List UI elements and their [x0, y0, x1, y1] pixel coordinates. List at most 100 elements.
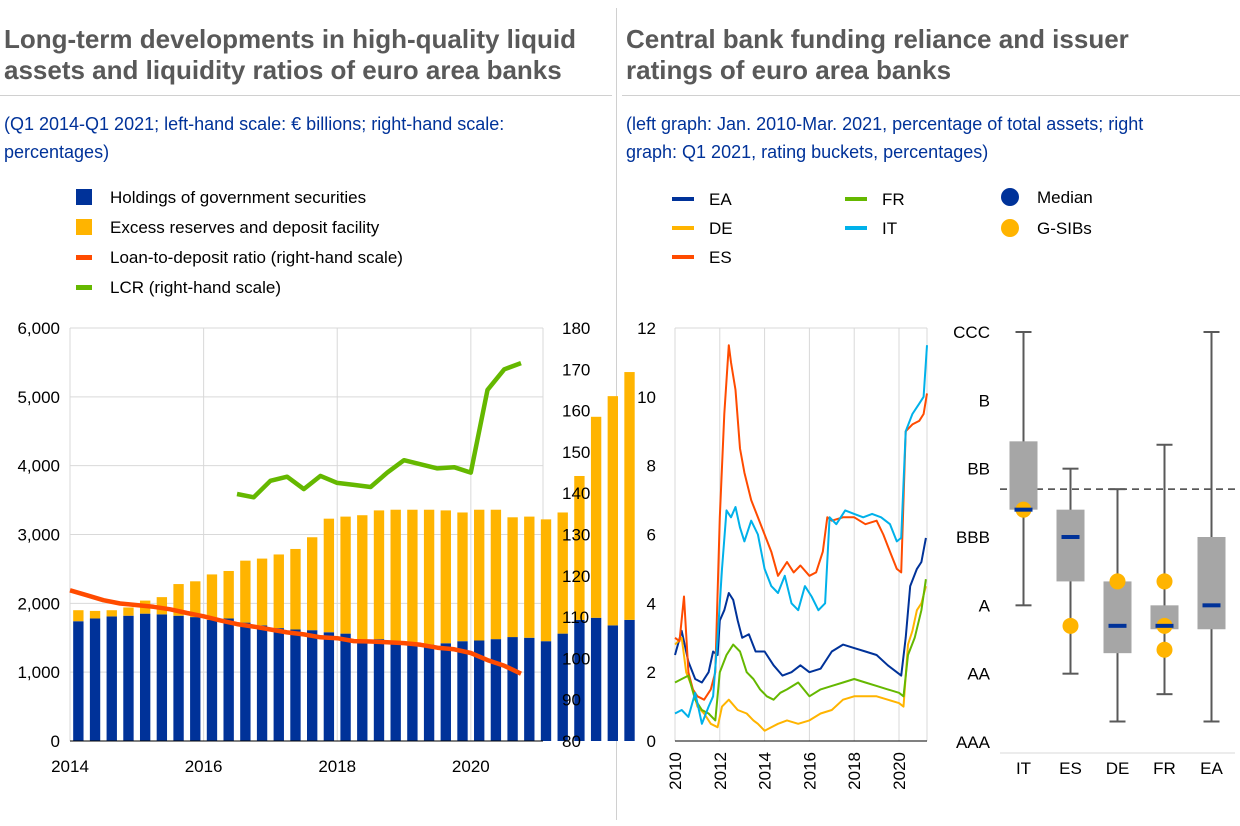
legend-label: Median	[1037, 188, 1093, 207]
bar-excess-reserves	[390, 509, 401, 643]
bar-government-securities	[373, 639, 385, 741]
legend-swatch	[845, 226, 867, 230]
legend-label: LCR (right-hand scale)	[110, 278, 281, 297]
y-right-tick-label: 170	[562, 360, 590, 379]
bar-excess-reserves	[307, 537, 318, 631]
bar-government-securities	[423, 644, 435, 741]
bar-government-securities	[223, 618, 234, 741]
y-right-tick-label: 90	[562, 691, 581, 710]
bar-government-securities	[123, 615, 134, 741]
right-title-divider	[622, 95, 1240, 96]
bar-government-securities	[624, 619, 635, 741]
x-tick-label: 2018	[318, 757, 356, 776]
legend-label: G-SIBs	[1037, 219, 1092, 238]
right-subtitle-line2: graph: Q1 2021, rating buckets, percenta…	[626, 142, 989, 162]
y-right-tick-label: 180	[562, 319, 590, 338]
left-title-line2: assets and liquidity ratios of euro area…	[4, 55, 562, 85]
box	[1197, 537, 1226, 630]
bar-excess-reserves	[423, 509, 435, 645]
legend-swatch	[76, 285, 92, 290]
legend-swatch	[845, 197, 867, 201]
hqla-chart: Holdings of government securities Excess …	[17, 188, 635, 776]
x-tick-label: 2012	[711, 752, 730, 790]
right-title-line2: ratings of euro area banks	[626, 55, 952, 85]
bar-excess-reserves	[574, 475, 585, 620]
bar-government-securities	[540, 641, 552, 741]
y-left-tick-label: 6,000	[17, 319, 60, 338]
bar-government-securities	[106, 616, 117, 741]
y-tick-label: AA	[967, 665, 990, 684]
bar-excess-reserves	[89, 610, 101, 619]
median-marker	[1202, 603, 1221, 608]
median-marker	[1108, 623, 1127, 628]
median-marker	[1014, 507, 1033, 512]
bar-government-securities	[407, 643, 418, 741]
bar-excess-reserves	[590, 416, 602, 618]
y-tick-label: BB	[967, 460, 990, 479]
gsib-marker	[1156, 641, 1173, 658]
right-subtitle-line1: (left graph: Jan. 2010-Mar. 2021, percen…	[626, 114, 1144, 134]
gsib-marker	[1156, 573, 1173, 590]
bar-excess-reserves	[607, 396, 618, 626]
y-left-tick-label: 5,000	[17, 388, 60, 407]
x-tick-label: 2010	[666, 752, 685, 790]
box	[1056, 509, 1085, 582]
x-tick-label: EA	[1200, 759, 1223, 778]
x-tick-label: 2016	[800, 752, 819, 790]
legend-swatch	[76, 189, 92, 205]
bar-excess-reserves	[256, 558, 268, 626]
bar-government-securities	[290, 629, 301, 741]
y-right-tick-label: 130	[562, 526, 590, 545]
bar-government-securities	[240, 622, 251, 741]
left-title-line1: Long-term developments in high-quality l…	[4, 24, 576, 54]
bar-excess-reserves	[507, 517, 518, 638]
legend-label: EA	[709, 190, 732, 209]
left-title-divider	[0, 95, 612, 96]
bar-government-securities	[156, 614, 168, 741]
y-left-tick-label: 0	[51, 732, 60, 751]
bar-excess-reserves	[340, 516, 351, 634]
y-tick-label: 12	[637, 319, 656, 338]
bar-excess-reserves	[240, 560, 251, 623]
bar-excess-reserves	[223, 570, 234, 619]
line-es	[674, 344, 928, 701]
legend-swatch	[76, 219, 92, 235]
bar-excess-reserves	[490, 509, 502, 640]
y-right-tick-label: 100	[562, 649, 590, 668]
left-subtitle-line1: (Q1 2014-Q1 2021; left-hand scale: € bil…	[4, 114, 505, 134]
y-tick-label: BBB	[956, 528, 990, 547]
y-left-tick-label: 4,000	[17, 457, 60, 476]
bar-government-securities	[73, 621, 84, 741]
left-panel-title: Long-term developments in high-quality l…	[4, 24, 576, 86]
bar-government-securities	[440, 643, 451, 741]
box	[1103, 581, 1132, 654]
bar-government-securities	[139, 613, 151, 741]
central-bank-funding-chart: EA DE ES FR IT 0 2 4 6 8 10 12 2010 2012 2014 2016 2018 2…	[637, 190, 928, 790]
y-tick-label: 4	[647, 594, 656, 613]
x-tick-label: FR	[1153, 759, 1176, 778]
y-right-tick-label: 150	[562, 443, 590, 462]
bar-excess-reserves	[123, 607, 134, 616]
median-marker	[1061, 535, 1080, 539]
x-tick-label: 2020	[890, 752, 909, 790]
x-tick-label: 2014	[756, 752, 775, 790]
line-de	[674, 585, 927, 732]
bar-government-securities	[574, 619, 585, 741]
legend-label: Holdings of government securities	[110, 188, 366, 207]
y-tick-label: CCC	[953, 323, 990, 342]
y-left-tick-label: 3,000	[17, 526, 60, 545]
bar-excess-reserves	[474, 509, 485, 641]
x-tick-label: IT	[1016, 759, 1031, 778]
legend-label: IT	[882, 219, 897, 238]
y-tick-label: B	[979, 391, 990, 410]
bar-government-securities	[256, 625, 268, 741]
gsib-marker	[1062, 617, 1079, 634]
x-tick-label: ES	[1059, 759, 1082, 778]
right-panel-subtitle: (left graph: Jan. 2010-Mar. 2021, percen…	[626, 110, 1143, 166]
bar-excess-reserves	[323, 518, 335, 633]
bar-excess-reserves	[357, 515, 368, 642]
x-tick-label: DE	[1106, 759, 1130, 778]
legend-label: Excess reserves and deposit facility	[110, 218, 380, 237]
bar-excess-reserves	[273, 554, 284, 629]
